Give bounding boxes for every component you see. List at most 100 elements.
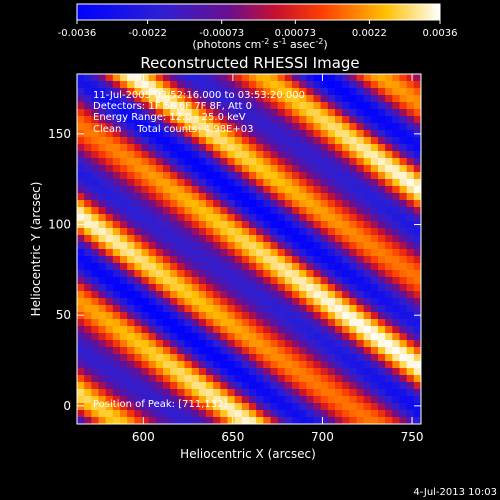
heatmap-cell bbox=[184, 221, 193, 229]
heatmap-cell bbox=[413, 179, 421, 187]
heatmap-cell bbox=[306, 326, 315, 334]
heatmap-cell bbox=[170, 109, 178, 117]
heatmap-cell bbox=[234, 333, 243, 341]
heatmap-cell bbox=[84, 249, 92, 257]
heatmap-cell bbox=[198, 102, 207, 110]
heatmap-cell bbox=[141, 109, 150, 117]
heatmap-cell bbox=[327, 277, 336, 285]
heatmap-cell bbox=[370, 81, 379, 89]
heatmap-cell bbox=[356, 361, 365, 369]
heatmap-cell bbox=[306, 305, 315, 313]
heatmap-cell bbox=[234, 144, 243, 152]
heatmap-cell bbox=[292, 221, 300, 229]
heatmap-cell bbox=[335, 298, 343, 306]
heatmap-cell bbox=[184, 347, 193, 355]
heatmap-cell bbox=[141, 95, 150, 103]
heatmap-cell bbox=[306, 333, 315, 341]
heatmap-cell bbox=[349, 319, 358, 327]
heatmap-cell bbox=[177, 144, 186, 152]
heatmap-cell bbox=[270, 326, 279, 334]
heatmap-cell bbox=[392, 277, 401, 285]
heatmap-cell bbox=[299, 81, 307, 89]
heatmap-cell bbox=[163, 88, 171, 96]
heatmap-cell bbox=[370, 354, 379, 362]
heatmap-cell bbox=[263, 277, 272, 285]
heatmap-cell bbox=[213, 256, 221, 264]
heatmap-cell bbox=[227, 270, 236, 278]
heatmap-cell bbox=[292, 144, 300, 152]
heatmap-cell bbox=[349, 361, 358, 369]
heatmap-cell bbox=[313, 319, 322, 327]
heatmap-cell bbox=[306, 389, 315, 397]
heatmap-cell bbox=[77, 340, 85, 348]
heatmap-cell bbox=[277, 389, 286, 397]
heatmap-cell bbox=[227, 172, 236, 180]
heatmap-cell bbox=[356, 109, 365, 117]
heatmap-cell bbox=[284, 326, 293, 334]
heatmap-cell bbox=[356, 221, 365, 229]
heatmap-cell bbox=[385, 88, 393, 96]
heatmap-cell bbox=[370, 333, 379, 341]
heatmap-cell bbox=[256, 417, 264, 424]
heatmap-cell bbox=[141, 179, 150, 187]
heatmap-cell bbox=[378, 242, 386, 250]
heatmap-cell bbox=[98, 158, 107, 166]
heatmap-cell bbox=[413, 326, 421, 334]
heatmap-cell bbox=[206, 158, 214, 166]
heatmap-cell bbox=[105, 270, 114, 278]
heatmap-cell bbox=[148, 186, 157, 194]
heatmap-cell bbox=[263, 102, 272, 110]
heatmap-cell bbox=[163, 186, 171, 194]
heatmap-cell bbox=[206, 193, 214, 201]
heatmap-cell bbox=[413, 88, 421, 96]
heatmap-cell bbox=[148, 263, 157, 271]
heatmap-cell bbox=[220, 74, 229, 82]
heatmap-cell bbox=[284, 340, 293, 348]
heatmap-cell bbox=[184, 368, 193, 376]
heatmap-cell bbox=[392, 74, 401, 82]
heatmap-cell bbox=[320, 389, 329, 397]
heatmap-cell bbox=[141, 326, 150, 334]
heatmap-cell bbox=[263, 207, 272, 215]
heatmap-cell bbox=[313, 277, 322, 285]
heatmap-cell bbox=[327, 319, 336, 327]
heatmap-cell bbox=[91, 228, 100, 236]
heatmap-cell bbox=[227, 165, 236, 173]
heatmap-cell bbox=[112, 179, 121, 187]
heatmap-cell bbox=[206, 368, 214, 376]
heatmap-cell bbox=[148, 109, 157, 117]
heatmap-cell bbox=[270, 214, 279, 222]
heatmap-cell bbox=[378, 137, 386, 145]
heatmap-cell bbox=[120, 81, 128, 89]
heatmap-cell bbox=[141, 333, 150, 341]
heatmap-cell bbox=[112, 312, 121, 320]
heatmap-cell bbox=[335, 95, 343, 103]
heatmap-cell bbox=[206, 228, 214, 236]
heatmap-cell bbox=[112, 354, 121, 362]
heatmap-cell bbox=[284, 382, 293, 390]
heatmap-cell bbox=[249, 396, 257, 404]
heatmap-cell bbox=[263, 193, 272, 201]
heatmap-cell bbox=[213, 403, 221, 411]
heatmap-cell bbox=[370, 200, 379, 208]
heatmap-cell bbox=[120, 417, 128, 424]
heatmap-cell bbox=[249, 361, 257, 369]
heatmap-cell bbox=[141, 354, 150, 362]
heatmap-cell bbox=[378, 179, 386, 187]
heatmap-cell bbox=[134, 109, 143, 117]
heatmap-cell bbox=[370, 151, 379, 159]
heatmap-cell bbox=[134, 95, 143, 103]
heatmap-cell bbox=[370, 165, 379, 173]
heatmap-cell bbox=[284, 214, 293, 222]
heatmap-cell bbox=[77, 165, 85, 173]
heatmap-cell bbox=[256, 214, 264, 222]
heatmap-cell bbox=[77, 256, 85, 264]
heatmap-cell bbox=[155, 123, 164, 131]
heatmap-cell bbox=[163, 347, 171, 355]
heatmap-cell bbox=[370, 270, 379, 278]
heatmap-cell bbox=[335, 347, 343, 355]
heatmap-cell bbox=[155, 165, 164, 173]
heatmap-cell bbox=[77, 284, 85, 292]
heatmap-cell bbox=[120, 235, 128, 243]
heatmap-cell bbox=[370, 375, 379, 383]
